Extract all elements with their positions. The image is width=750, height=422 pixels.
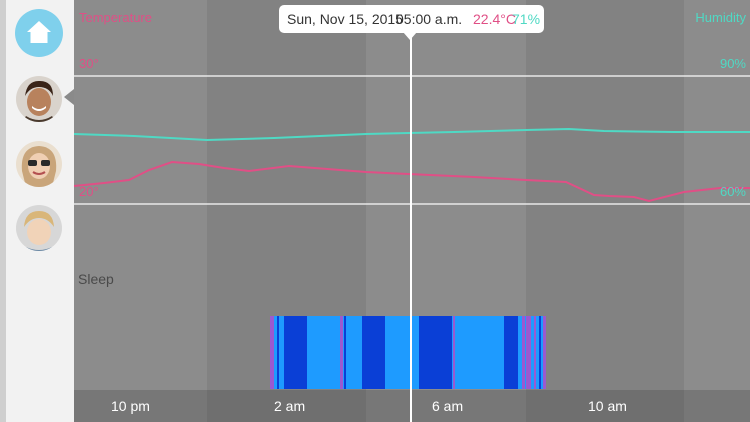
- time-label-2am: 2 am: [274, 398, 306, 414]
- home-button[interactable]: [15, 9, 63, 57]
- sleep-segment-awake: [534, 316, 536, 389]
- avatar-man[interactable]: [16, 76, 62, 122]
- home-icon: [27, 21, 51, 43]
- temperature-tick-20: 20°: [79, 184, 99, 199]
- tooltip-humidity: 71%: [512, 11, 541, 27]
- time-band: [74, 0, 207, 422]
- time-label-10pm: 10 pm: [111, 398, 150, 414]
- sleep-chart: [270, 316, 546, 389]
- sleep-segment-light: [270, 316, 545, 389]
- temperature-line: [74, 160, 750, 203]
- selected-user-pointer: [64, 89, 74, 105]
- temperature-tick-30: 30°: [79, 56, 99, 71]
- avatar-child[interactable]: [16, 205, 62, 251]
- time-axis-strip: [207, 390, 366, 422]
- time-band: [526, 0, 684, 422]
- time-band: [684, 0, 750, 422]
- sleep-segment-awake: [340, 316, 343, 389]
- sidebar: [0, 0, 74, 422]
- sleep-segment-awake: [270, 316, 274, 389]
- sleep-segment-deep: [539, 316, 541, 389]
- chart-svg: [74, 0, 750, 422]
- tooltip-temperature: 22.4°C: [473, 11, 516, 27]
- temperature-axis-title: Temperature: [79, 10, 152, 25]
- sleep-segment-awake: [543, 316, 546, 389]
- time-label-10am: 10 am: [588, 398, 627, 414]
- humidity-tick-60: 60%: [719, 184, 746, 199]
- humidity-line: [74, 127, 750, 142]
- sleep-segment-deep: [419, 316, 452, 389]
- humidity-tick-90: 90%: [719, 56, 746, 71]
- avatar-man-image: [16, 76, 62, 122]
- time-axis-strip: [526, 390, 684, 422]
- time-label-6am: 6 am: [432, 398, 464, 414]
- sleep-segment-deep: [277, 316, 279, 389]
- sleep-label: Sleep: [78, 271, 114, 287]
- sleep-segment-deep: [504, 316, 518, 389]
- reading-tooltip: Sun, Nov 15, 2015 05:00 a.m. 22.4°C 71%: [279, 5, 544, 33]
- humidity-axis-title: Humidity: [695, 10, 746, 25]
- avatar-woman[interactable]: [16, 141, 62, 187]
- sleep-segment-deep: [344, 316, 346, 389]
- chart-area: Temperature Humidity 30° 90% 20° 60% Sle…: [74, 0, 750, 422]
- sleep-segment-deep: [362, 316, 385, 389]
- sleep-segment-awake: [453, 316, 455, 389]
- avatar-woman-image: [16, 141, 62, 187]
- tooltip-time: 05:00 a.m.: [396, 11, 463, 27]
- sleep-segment-deep: [284, 316, 307, 389]
- tooltip-notch: [403, 32, 417, 40]
- sidebar-edge: [0, 0, 6, 422]
- sleep-segment-awake: [522, 316, 525, 389]
- avatar-child-image: [16, 205, 62, 251]
- tooltip-date: Sun, Nov 15, 2015: [287, 11, 403, 27]
- sleep-segment-awake: [526, 316, 531, 389]
